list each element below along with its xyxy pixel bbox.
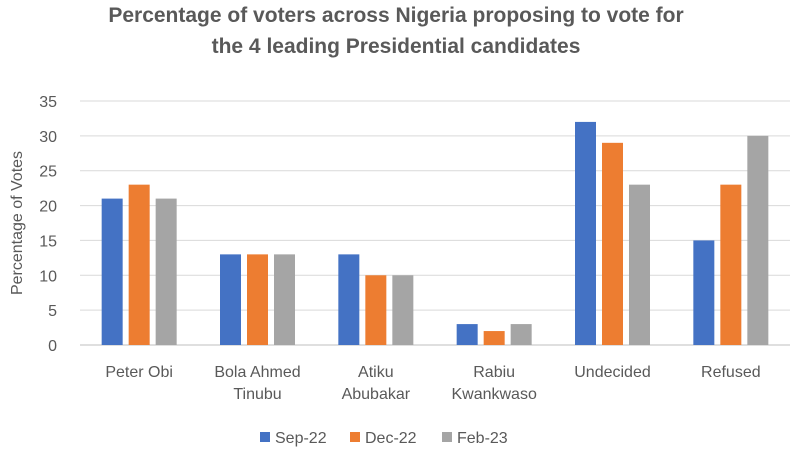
bar-Sep-22-2 [338,254,360,345]
y-axis-label: Percentage of Votes [9,151,26,295]
x-tick-label: Bola Ahmed [214,364,300,381]
chart-title-line-1: Percentage of voters across Nigeria prop… [108,4,684,27]
chart-title-line-2: the 4 leading Presidential candidates [211,35,581,58]
x-tick-label: Kwankwaso [451,386,536,403]
bar-Feb-23-2 [392,275,414,345]
x-tick-labels: Peter Obi Bola Ahmed Tinubu Atiku Abubakar Ra… [105,364,760,403]
x-tick-label: Abubakar [342,386,411,403]
bar-Sep-22-5 [693,240,715,345]
bar-Feb-23-1 [274,254,295,345]
x-tick-label: Peter Obi [105,364,173,381]
legend-label: Feb-23 [457,430,508,447]
legend-swatch [260,432,270,442]
y-tick-label: 5 [48,303,57,320]
bar-Sep-22-1 [220,254,241,345]
bar-Dec-22-4 [602,142,623,345]
legend-swatch [350,432,360,442]
x-tick-label: Tinubu [233,386,281,403]
bar-Feb-23-3 [510,324,532,345]
y-tick-label: 25 [39,164,57,181]
x-tick-label: Atiku [358,364,394,381]
bar-Feb-23-5 [747,135,769,345]
bar-Dec-22-0 [128,184,150,345]
x-tick-label: Undecided [574,364,651,381]
bar-Dec-22-3 [483,331,505,345]
legend-swatch [442,432,452,442]
legend-label: Sep-22 [275,430,327,447]
bar-Sep-22-3 [456,324,478,345]
y-tick-label: 15 [39,233,57,250]
legend-label: Dec-22 [365,430,417,447]
x-tick-label: Refused [701,364,761,381]
bar-Sep-22-0 [101,198,123,345]
chart-title: Percentage of voters across Nigeria prop… [0,0,792,62]
bar-Feb-23-0 [155,198,177,345]
y-tick-label: 30 [39,129,57,146]
bar-Dec-22-2 [365,275,387,345]
bar-Feb-23-4 [629,184,650,345]
legend: Sep-22 Dec-22 Feb-23 [260,430,508,447]
y-tick-label: 20 [39,199,57,216]
gridlines [80,100,790,346]
bar-Dec-22-5 [720,184,742,345]
bar-Sep-22-4 [575,121,596,346]
y-tick-label: 10 [39,268,57,285]
x-tick-label: Rabiu [473,364,515,381]
y-tick-label: 0 [48,338,57,355]
bars [101,121,769,346]
y-tick-label: 35 [39,94,57,111]
bar-Dec-22-1 [247,254,268,345]
y-tick-labels: 0 5 10 15 20 25 30 35 [39,94,57,355]
